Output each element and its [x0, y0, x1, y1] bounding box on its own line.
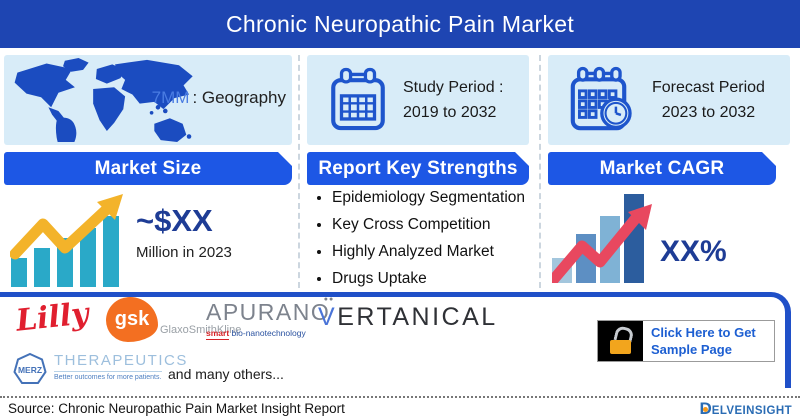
geography-label: 7MM: Geography	[152, 88, 286, 108]
others-note: and many others...	[168, 366, 284, 382]
forecast-period-panel: Forecast Period 2023 to 2032	[548, 55, 790, 145]
geography-panel: 7MM: Geography	[4, 55, 292, 145]
market-size-banner: Market Size	[4, 152, 292, 185]
apurano-dots-icon: ●●	[323, 296, 335, 303]
key-strengths-banner: Report Key Strengths	[307, 152, 529, 185]
strength-item: Highly Analyzed Market	[332, 242, 550, 261]
column-separator	[298, 55, 300, 288]
cta-label: Click Here to Get Sample Page	[643, 321, 774, 361]
gsk-blob-icon: gsk	[106, 297, 158, 342]
cta-line1: Click Here to Get	[651, 325, 756, 340]
page-title: Chronic Neuropathic Pain Market	[0, 0, 800, 48]
study-period-line2: 2019 to 2032	[403, 104, 497, 121]
strength-item: Epidemiology Segmentation	[332, 188, 550, 207]
apurano-name: APURANO	[206, 299, 331, 325]
delveinsight-rest: ELVEINSIGHT	[711, 405, 792, 417]
geography-caption: : Geography	[192, 88, 286, 107]
geography-scope: 7MM	[151, 88, 190, 107]
merz-therapeutics: THERAPEUTICS Better outcomes for more pa…	[54, 352, 188, 388]
merz-tagline: Better outcomes for more patients.	[54, 374, 162, 381]
strength-item: Key Cross Competition	[332, 215, 550, 234]
cagr-bars-icon	[552, 194, 652, 283]
study-period-label: Study Period : 2019 to 2032	[403, 75, 504, 125]
market-cagr-banner: Market CAGR	[548, 152, 776, 185]
gsk-logo: gsk GlaxoSmithKline	[106, 297, 241, 342]
strength-item: Drugs Uptake	[332, 269, 550, 288]
growth-bars-icon	[10, 194, 123, 287]
delveinsight-logo: D ELVEINSIGHT	[699, 399, 792, 419]
key-strengths-banner-label: Report Key Strengths	[318, 157, 518, 179]
lock-body	[610, 340, 631, 354]
companies-frame	[0, 292, 791, 388]
market-size-caption: Million in 2023	[136, 244, 232, 261]
vertanical-rest: ERTANICAL	[337, 303, 498, 331]
footer-divider	[0, 396, 800, 398]
merz-divider	[54, 371, 162, 372]
forecast-period-label: Forecast Period 2023 to 2032	[652, 75, 765, 125]
cta-line2: Sample Page	[651, 342, 732, 357]
forecast-period-line2: 2023 to 2032	[661, 104, 756, 121]
market-size-banner-label: Market Size	[94, 157, 202, 179]
merz-logo: MERZ THERAPEUTICS Better outcomes for mo…	[12, 352, 188, 388]
delveinsight-initial: D	[699, 399, 712, 418]
forecast-period-line1: Forecast Period	[652, 79, 765, 96]
apurano-logo: APURANO ●● smart bio-nanotechnology	[206, 296, 333, 340]
gsk-name: GlaxoSmithKline	[160, 324, 242, 336]
apurano-tagline: smart bio-nanotechnology	[206, 328, 330, 340]
apurano-tagline-accent: smart	[206, 328, 230, 340]
market-cagr-value: XX%	[660, 235, 727, 268]
key-strengths-list: Epidemiology Segmentation Key Cross Comp…	[312, 188, 550, 296]
market-size-value: ~$XX	[136, 203, 213, 238]
calendar-icon	[331, 67, 385, 131]
column-separator	[539, 55, 541, 288]
market-cagr-banner-label: Market CAGR	[599, 157, 725, 179]
lock-icon	[598, 321, 643, 361]
study-period-panel: Study Period : 2019 to 2032	[307, 55, 529, 145]
world-map-icon	[14, 58, 193, 142]
source-text: Source: Chronic Neuropathic Pain Market …	[8, 401, 345, 416]
vertanical-initial: V	[318, 303, 338, 331]
get-sample-page-button[interactable]: Click Here to Get Sample Page	[597, 320, 775, 362]
apurano-tagline-rest: bio-nanotechnology	[229, 328, 306, 338]
calendar-clock-icon	[570, 66, 632, 131]
vertanical-logo: VERTANICAL	[318, 303, 498, 332]
merz-heptagon-icon: MERZ	[13, 352, 47, 384]
apurano-wordmark: APURANO ●●	[206, 296, 333, 326]
gsk-abbr: gsk	[114, 308, 150, 330]
merz-name: THERAPEUTICS	[54, 352, 188, 369]
merz-abbr: MERZ	[18, 365, 42, 375]
study-period-line1: Study Period :	[403, 79, 504, 96]
